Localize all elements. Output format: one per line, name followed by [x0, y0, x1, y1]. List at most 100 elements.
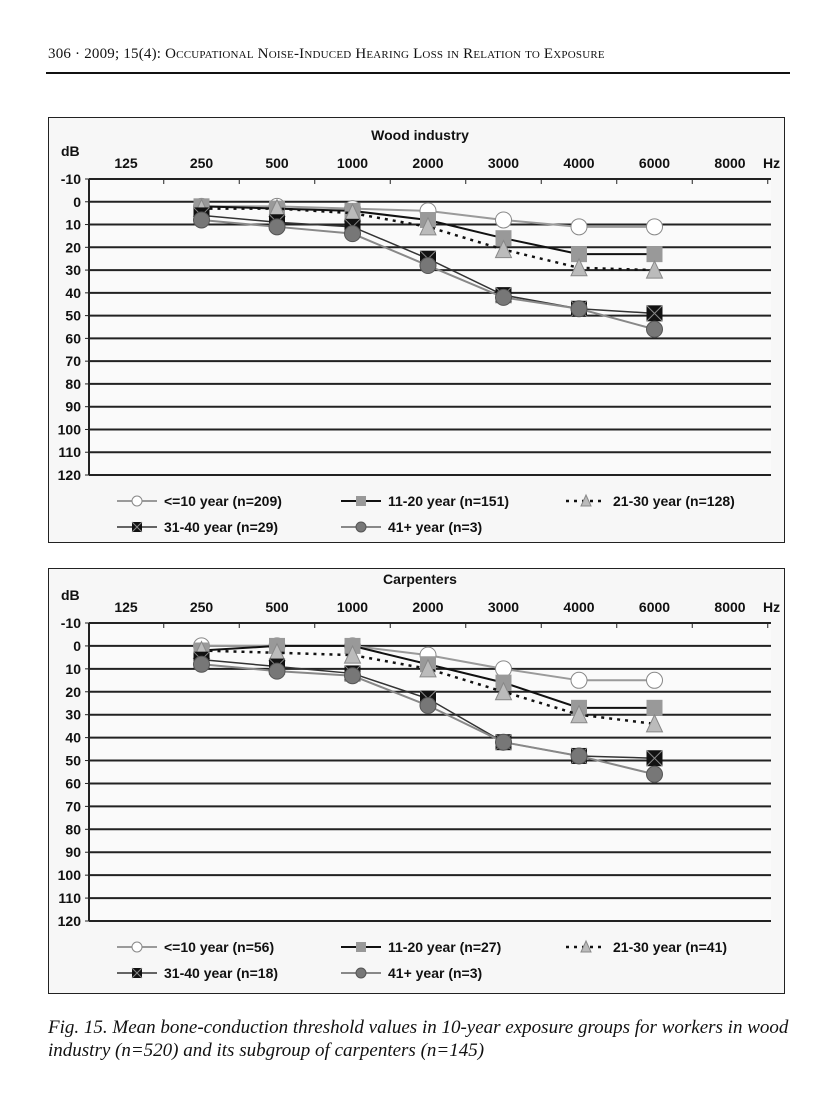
data-point: [344, 667, 361, 685]
data-point: [495, 211, 512, 229]
x-tick-label: 250: [190, 599, 214, 615]
y-tick-label: 120: [58, 913, 82, 929]
x-tick-label: 2000: [412, 155, 443, 171]
figure-caption: Fig. 15. Mean bone-conduction threshold …: [48, 1017, 789, 1061]
x-tick-label: 1000: [337, 155, 368, 171]
legend-item: <=10 year (n=56): [117, 939, 274, 955]
y-tick-label: 90: [65, 844, 81, 860]
legend-label: <=10 year (n=209): [164, 493, 282, 509]
data-point: [495, 230, 512, 247]
data-point: [495, 733, 512, 751]
x-tick-label: 500: [265, 599, 289, 615]
y-tick-label: -10: [61, 615, 81, 631]
data-point: [494, 681, 513, 701]
legend-label: 21-30 year (n=41): [613, 939, 727, 955]
x-tick-label: 4000: [563, 599, 594, 615]
y-tick-label: 40: [65, 285, 81, 301]
data-point: [268, 218, 286, 236]
legend-marker: [580, 939, 592, 953]
series-3: [192, 640, 664, 733]
data-point: [193, 655, 210, 673]
y-tick-label: 30: [65, 707, 81, 723]
legend-label: 11-20 year (n=27): [388, 939, 501, 955]
x-tick-label: 6000: [639, 599, 670, 615]
data-point: [646, 304, 663, 322]
legend-label: 41+ year (n=3): [388, 965, 482, 981]
x-tick-label: 250: [190, 155, 214, 171]
data-point: [343, 644, 362, 664]
data-point: [570, 704, 588, 724]
y-tick-label: 10: [65, 661, 81, 677]
y-tick-label: 80: [65, 376, 81, 392]
y-tick-label: 60: [65, 775, 81, 791]
y-tick-label: -10: [61, 171, 81, 187]
legend-marker: [356, 496, 366, 506]
legend-item: <=10 year (n=209): [117, 493, 282, 509]
legend-label: 41+ year (n=3): [388, 519, 482, 535]
legend-marker: [580, 493, 592, 507]
data-point: [419, 697, 437, 715]
legend-label: 11-20 year (n=151): [388, 493, 509, 509]
y-axis-label: dB: [61, 143, 80, 159]
y-tick-label: 110: [58, 890, 81, 906]
legend-marker: [355, 967, 367, 979]
legend-item: 31-40 year (n=18): [117, 965, 278, 981]
y-tick-label: 20: [65, 684, 81, 700]
legend-marker: [131, 967, 143, 979]
header-rule: [46, 72, 790, 74]
data-point: [570, 218, 588, 236]
x-tick-label: 125: [114, 155, 138, 171]
chart-wood-industry: Wood industry dB Hz -10 0 10 20 30 40 50 60 70 80 90 1…: [48, 117, 785, 543]
x-axis-label: Hz: [763, 599, 780, 615]
marker-cross: [131, 521, 143, 533]
legend-marker: [356, 942, 366, 952]
legend-marker: [131, 495, 143, 507]
y-axis-label: dB: [61, 587, 80, 603]
legend-label: 31-40 year (n=29): [164, 519, 278, 535]
y-tick-label: 0: [73, 638, 81, 654]
x-tick-label: 500: [265, 155, 289, 171]
chart-title: Wood industry: [371, 127, 469, 143]
x-tick-label: 4000: [563, 155, 594, 171]
y-tick-label: 120: [58, 467, 82, 483]
y-tick-label: 50: [65, 308, 81, 324]
data-point: [646, 246, 663, 263]
legend-label: 31-40 year (n=18): [164, 965, 278, 981]
y-tick-label: 90: [65, 399, 81, 415]
data-point: [193, 211, 210, 229]
data-point: [419, 216, 437, 236]
y-tick-label: 70: [65, 798, 81, 814]
y-tick-label: 30: [65, 262, 81, 278]
data-point: [495, 288, 512, 306]
y-tick-label: 20: [65, 239, 81, 255]
x-tick-label: 8000: [714, 599, 745, 615]
data-point: [570, 671, 588, 689]
marker-cross: [131, 967, 143, 979]
series-5: [193, 211, 663, 338]
legend-marker: [355, 521, 367, 533]
y-tick-label: 10: [65, 217, 81, 233]
data-point: [646, 749, 663, 767]
legend-item: 41+ year (n=3): [341, 965, 482, 981]
data-point: [646, 765, 663, 783]
legend-label: <=10 year (n=56): [164, 939, 274, 955]
data-point: [646, 218, 663, 236]
y-tick-label: 40: [65, 730, 81, 746]
data-point: [645, 713, 664, 733]
y-tick-label: 70: [65, 353, 81, 369]
data-point: [495, 660, 512, 678]
legend-marker: [131, 521, 143, 533]
data-point: [344, 225, 361, 243]
data-point: [494, 239, 513, 259]
legend-item: 11-20 year (n=27): [341, 939, 501, 955]
x-tick-label: 3000: [488, 155, 519, 171]
data-point: [646, 671, 663, 689]
x-tick-label: 8000: [714, 155, 745, 171]
data-point: [646, 699, 663, 716]
legend-item: 31-40 year (n=29): [117, 519, 278, 535]
chart-title: Carpenters: [383, 571, 457, 587]
x-tick-label: 1000: [337, 599, 368, 615]
x-tick-label: 2000: [412, 599, 443, 615]
marker-cross: [646, 749, 663, 767]
legend-item: 41+ year (n=3): [341, 519, 482, 535]
